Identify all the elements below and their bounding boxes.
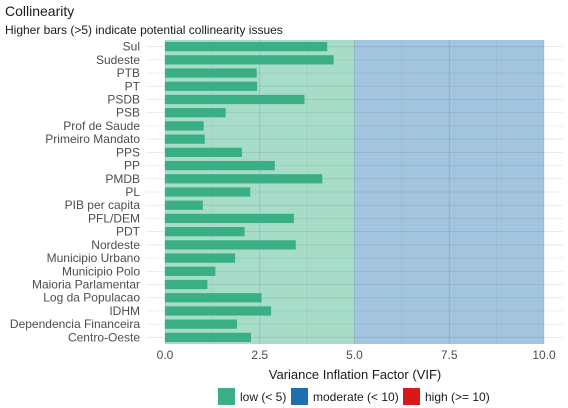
bar-pp bbox=[164, 160, 275, 171]
category-label-pdt: PDT bbox=[116, 225, 141, 239]
bar-nordeste bbox=[164, 240, 296, 250]
category-label-dependencia-financeira: Dependencia Financeira bbox=[10, 317, 140, 331]
category-label-ptb: PTB bbox=[117, 66, 140, 80]
bar-maioria-parlamentar bbox=[164, 279, 208, 290]
category-label-pps: PPS bbox=[116, 145, 140, 159]
category-label-primeiro-mandato: Primeiro Mandato bbox=[45, 132, 140, 146]
legend-key-high bbox=[403, 388, 420, 405]
bar-pib-per-capita bbox=[164, 200, 203, 210]
legend-label-high: high (>= 10) bbox=[425, 389, 490, 404]
bar-sudeste bbox=[164, 55, 334, 65]
x-tick-label: 5.0 bbox=[346, 348, 363, 362]
category-label-pmdb: PMDB bbox=[105, 172, 140, 186]
category-label-pl: PL bbox=[125, 185, 140, 199]
category-label-centro-oeste: Centro-Oeste bbox=[68, 330, 140, 344]
chart-subtitle: Higher bars (>5) indicate potential coll… bbox=[5, 23, 283, 37]
x-tick-label: 2.5 bbox=[251, 348, 268, 362]
legend-label-moderate: moderate (< 10) bbox=[313, 389, 399, 404]
bar-pmdb bbox=[164, 174, 323, 184]
legend-item-high: high (>= 10) bbox=[403, 388, 490, 405]
bar-centro-oeste bbox=[164, 332, 252, 343]
legend-item-low: low (< 5) bbox=[218, 388, 286, 405]
category-label-log-da-populacao: Log da Populacao bbox=[43, 291, 140, 305]
bar-prof-de-saude bbox=[164, 121, 204, 131]
bar-pt bbox=[164, 81, 258, 91]
legend-key-low bbox=[218, 388, 235, 405]
category-label-pfl-dem: PFL/DEM bbox=[88, 211, 140, 225]
category-label-maioria-parlamentar: Maioria Parlamentar bbox=[32, 278, 140, 292]
bar-pps bbox=[164, 147, 242, 157]
bar-municipio-urbano bbox=[164, 253, 236, 263]
x-axis-label: Variance Inflation Factor (VIF) bbox=[269, 367, 441, 382]
legend-label-low: low (< 5) bbox=[240, 389, 287, 404]
bar-sul bbox=[164, 41, 328, 52]
bar-psdb bbox=[164, 94, 305, 105]
category-label-pt: PT bbox=[125, 79, 141, 93]
category-label-idhm: IDHM bbox=[109, 304, 140, 318]
bar-psb bbox=[164, 108, 226, 118]
legend: low (< 5) moderate (< 10) high (>= 10) bbox=[0, 388, 568, 408]
category-label-psb: PSB bbox=[116, 106, 140, 120]
x-tick-label: 0.0 bbox=[157, 348, 174, 362]
bar-municipio-polo bbox=[164, 266, 216, 276]
category-label-sul: Sul bbox=[123, 40, 140, 54]
bar-dependencia-financeira bbox=[164, 319, 237, 329]
bar-idhm bbox=[164, 306, 272, 316]
x-tick-label: 10.0 bbox=[532, 348, 556, 362]
bar-ptb bbox=[164, 68, 257, 78]
legend-item-moderate: moderate (< 10) bbox=[291, 388, 399, 405]
category-label-municipio-urbano: Municipio Urbano bbox=[47, 251, 141, 265]
x-tick-label: 7.5 bbox=[441, 348, 458, 362]
bar-log-da-populacao bbox=[164, 293, 262, 303]
category-label-sudeste: Sudeste bbox=[96, 53, 140, 67]
zone-1 bbox=[354, 40, 545, 344]
category-label-psdb: PSDB bbox=[107, 92, 140, 106]
legend-key-moderate bbox=[291, 388, 308, 405]
category-label-municipio-polo: Municipio Polo bbox=[62, 264, 140, 278]
category-label-nordeste: Nordeste bbox=[91, 238, 140, 252]
category-label-pib-per-capita: PIB per capita bbox=[65, 198, 141, 212]
category-label-prof-de-saude: Prof de Saude bbox=[63, 119, 140, 133]
bar-pfl-dem bbox=[164, 213, 294, 224]
chart-title: Collinearity bbox=[5, 3, 75, 19]
bar-primeiro-mandato bbox=[164, 134, 205, 144]
category-label-pp: PP bbox=[124, 159, 140, 173]
bar-pl bbox=[164, 187, 251, 197]
bar-pdt bbox=[164, 227, 245, 237]
